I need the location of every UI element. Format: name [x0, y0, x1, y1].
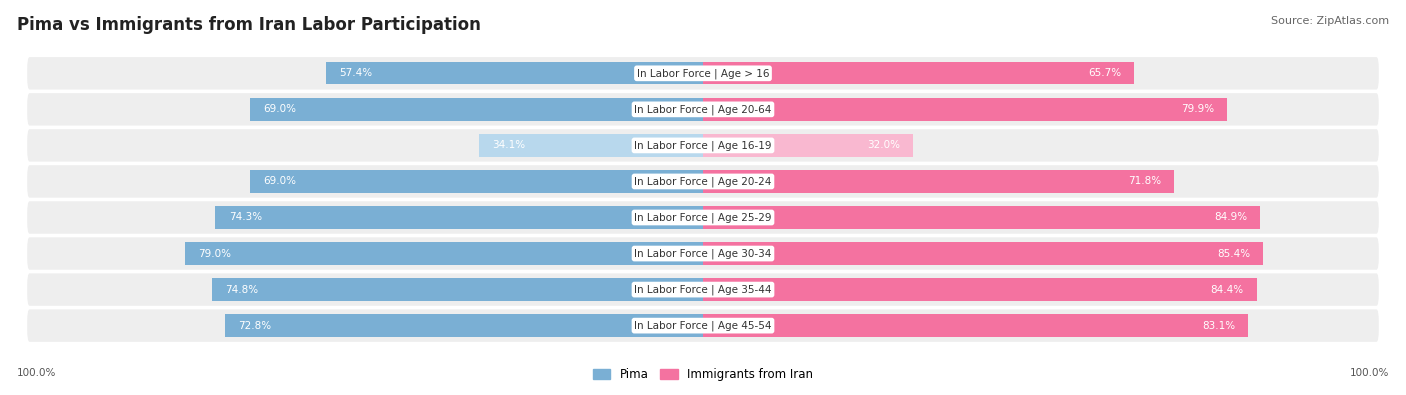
Text: In Labor Force | Age 20-64: In Labor Force | Age 20-64 [634, 104, 772, 115]
Bar [703, 134, 912, 156]
Text: 65.7%: 65.7% [1088, 68, 1121, 78]
Bar [703, 98, 1227, 120]
Text: 69.0%: 69.0% [263, 104, 297, 115]
Bar [225, 314, 703, 337]
Text: In Labor Force | Age 35-44: In Labor Force | Age 35-44 [634, 284, 772, 295]
Text: 84.9%: 84.9% [1213, 213, 1247, 222]
Bar [326, 62, 703, 85]
Text: In Labor Force | Age 20-24: In Labor Force | Age 20-24 [634, 176, 772, 187]
Bar [215, 206, 703, 229]
Bar [479, 134, 703, 156]
Bar [212, 278, 703, 301]
Bar [703, 243, 1264, 265]
Bar [703, 170, 1174, 193]
Bar [250, 170, 703, 193]
Text: 79.0%: 79.0% [198, 248, 231, 259]
Text: 100.0%: 100.0% [17, 368, 56, 378]
Bar [250, 98, 703, 120]
Bar [703, 62, 1135, 85]
Bar [703, 314, 1249, 337]
Text: Pima vs Immigrants from Iran Labor Participation: Pima vs Immigrants from Iran Labor Parti… [17, 16, 481, 34]
FancyBboxPatch shape [27, 129, 1379, 162]
Text: 85.4%: 85.4% [1218, 248, 1250, 259]
FancyBboxPatch shape [27, 273, 1379, 306]
FancyBboxPatch shape [27, 309, 1379, 342]
FancyBboxPatch shape [27, 165, 1379, 198]
Text: In Labor Force | Age > 16: In Labor Force | Age > 16 [637, 68, 769, 79]
Text: 57.4%: 57.4% [339, 68, 373, 78]
Text: 83.1%: 83.1% [1202, 321, 1234, 331]
Bar [703, 206, 1260, 229]
Text: 72.8%: 72.8% [239, 321, 271, 331]
Text: 71.8%: 71.8% [1128, 177, 1161, 186]
FancyBboxPatch shape [27, 93, 1379, 126]
Text: In Labor Force | Age 30-34: In Labor Force | Age 30-34 [634, 248, 772, 259]
Text: In Labor Force | Age 45-54: In Labor Force | Age 45-54 [634, 320, 772, 331]
Text: 74.8%: 74.8% [225, 284, 259, 295]
Text: 100.0%: 100.0% [1350, 368, 1389, 378]
Legend: Pima, Immigrants from Iran: Pima, Immigrants from Iran [592, 368, 814, 381]
FancyBboxPatch shape [27, 237, 1379, 270]
Text: 84.4%: 84.4% [1211, 284, 1244, 295]
Text: In Labor Force | Age 16-19: In Labor Force | Age 16-19 [634, 140, 772, 150]
Text: 74.3%: 74.3% [229, 213, 262, 222]
Text: 32.0%: 32.0% [868, 140, 900, 150]
Text: 34.1%: 34.1% [492, 140, 526, 150]
Text: 69.0%: 69.0% [263, 177, 297, 186]
FancyBboxPatch shape [27, 201, 1379, 234]
Text: Source: ZipAtlas.com: Source: ZipAtlas.com [1271, 16, 1389, 26]
Text: In Labor Force | Age 25-29: In Labor Force | Age 25-29 [634, 212, 772, 223]
Bar [703, 278, 1257, 301]
FancyBboxPatch shape [27, 57, 1379, 90]
Bar [184, 243, 703, 265]
Text: 79.9%: 79.9% [1181, 104, 1215, 115]
